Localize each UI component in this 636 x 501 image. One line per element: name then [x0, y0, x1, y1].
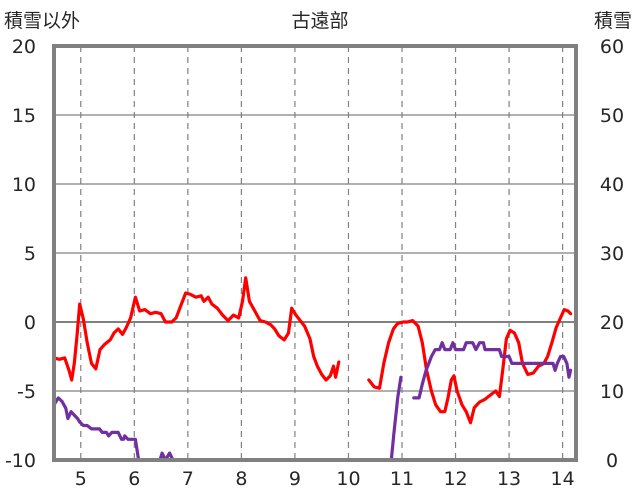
x-tick-label: 10: [336, 468, 360, 490]
y-right-tick-label: 40: [600, 174, 624, 196]
x-tick-label: 11: [390, 468, 414, 490]
y-left-tick-label: -10: [5, 450, 36, 472]
y-right-axis-label: 積雪: [594, 10, 632, 32]
tick-labels: 5 6 7 8 9 10 11 12 13 1420151050-5-10605040302010…: [5, 36, 624, 490]
y-right-tick-label: 50: [600, 105, 624, 127]
y-left-tick-label: 10: [12, 174, 36, 196]
x-tick-label: 14: [551, 468, 575, 490]
y-right-tick-label: 20: [600, 312, 624, 334]
y-left-tick-label: 0: [24, 312, 36, 334]
gridlines: [54, 46, 576, 460]
y-left-axis-label: 積雪以外: [4, 10, 80, 32]
x-tick-label: 7: [182, 468, 194, 490]
plot-border: [52, 44, 578, 462]
y-left-tick-label: 15: [12, 105, 36, 127]
y-right-tick-label: 30: [600, 243, 624, 265]
chart-title: 古遠部: [291, 10, 348, 32]
y-right-tick-label: 10: [600, 381, 624, 403]
y-left-tick-label: 5: [24, 243, 36, 265]
x-tick-label: 6: [128, 468, 140, 490]
y-left-tick-label: -5: [17, 381, 36, 403]
y-right-tick-label: 0: [606, 450, 618, 472]
x-tick-label: 12: [443, 468, 467, 490]
temperature-line-segment: [52, 276, 341, 382]
x-tick-label: 8: [235, 468, 247, 490]
x-tick-label: 13: [497, 468, 521, 490]
y-left-tick-label: 20: [12, 36, 36, 58]
y-right-tick-label: 60: [600, 36, 624, 58]
temperature-line-segment: [367, 308, 573, 425]
x-tick-label: 5: [75, 468, 87, 490]
snow-depth-line-segment: [412, 341, 573, 400]
x-tick-label: 9: [289, 468, 301, 490]
